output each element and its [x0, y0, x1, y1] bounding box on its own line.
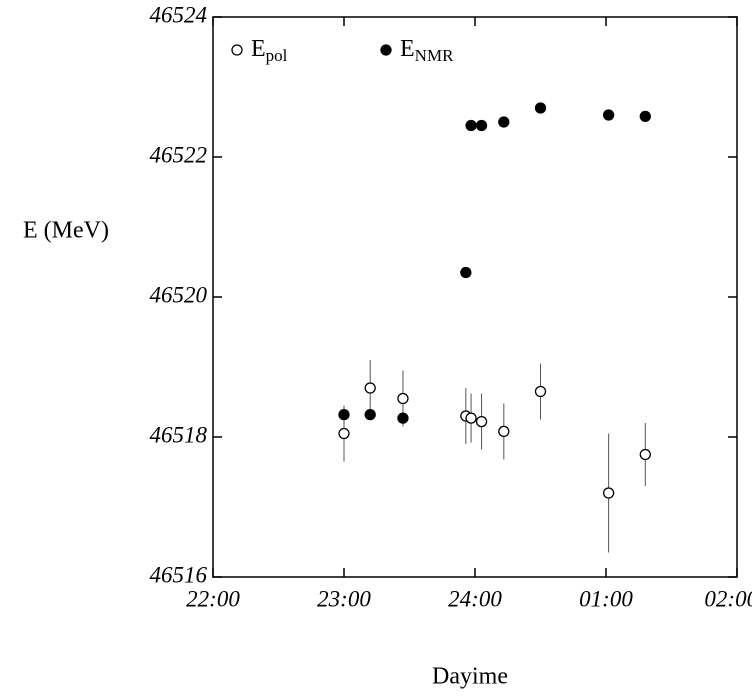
- legend-marker: [380, 44, 392, 56]
- filled-point: [639, 110, 651, 123]
- legend-label: Epol: [251, 36, 288, 65]
- filled-point: [460, 266, 472, 279]
- legend-label: ENMR: [400, 36, 454, 65]
- legend-symbol: E: [400, 36, 415, 62]
- y-tick-label: 46516: [150, 562, 208, 587]
- open-point: [364, 382, 376, 394]
- filled-point: [465, 119, 477, 132]
- x-tick-label: 01:00: [579, 586, 633, 611]
- open-point: [639, 448, 651, 461]
- x-tick-label: 02:000: [704, 586, 752, 611]
- legend-subscript: NMR: [415, 46, 454, 65]
- open-point: [602, 487, 615, 499]
- open-point: [475, 415, 488, 428]
- filled-point: [498, 116, 510, 128]
- filled-point: [475, 119, 488, 132]
- filled-point: [338, 408, 350, 421]
- y-tick-label: 46520: [150, 282, 208, 307]
- open-point: [498, 425, 510, 438]
- open-point: [397, 392, 409, 405]
- open-point: [534, 385, 547, 398]
- legend-subscript: pol: [266, 46, 288, 65]
- y-tick-label: 46524: [150, 2, 208, 27]
- open-point: [338, 427, 350, 440]
- filled-point: [602, 109, 615, 121]
- legend-symbol: E: [251, 36, 266, 62]
- y-axis-label: E (MeV): [23, 218, 109, 244]
- filled-point: [397, 412, 409, 424]
- x-tick-label: 22:00: [186, 586, 240, 611]
- y-tick-label: 46522: [150, 142, 208, 167]
- plot-frame: [212, 16, 738, 578]
- x-axis-label: Dayime: [432, 664, 508, 690]
- open-point: [465, 412, 477, 424]
- filled-point: [364, 408, 376, 421]
- y-tick-label: 46518: [150, 422, 208, 447]
- x-tick-label: 23:00: [317, 586, 371, 611]
- filled-point: [534, 102, 547, 114]
- legend-marker: [231, 44, 243, 56]
- x-tick-label: 24:00: [448, 586, 502, 611]
